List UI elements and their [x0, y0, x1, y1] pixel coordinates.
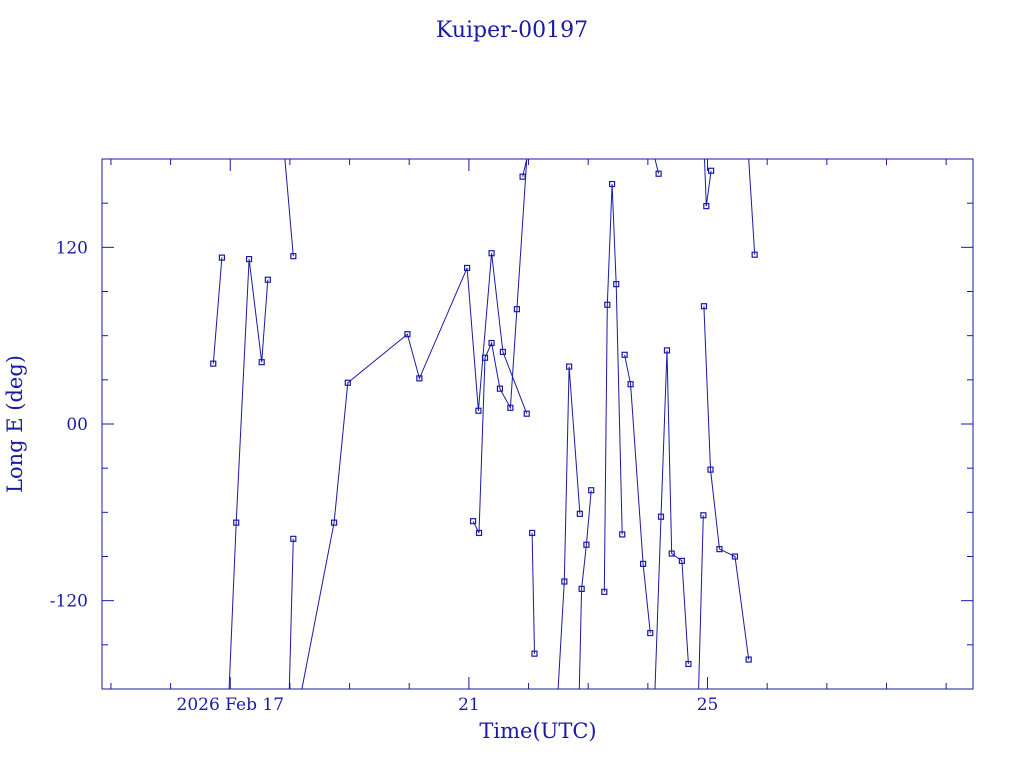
series-line — [228, 259, 269, 689]
data-point — [731, 553, 739, 560]
data-point — [619, 531, 626, 538]
data-point — [566, 363, 573, 370]
series-line — [301, 253, 528, 689]
data-point — [469, 518, 477, 525]
data-point — [657, 513, 665, 520]
data-point — [751, 251, 758, 258]
data-point — [499, 348, 506, 355]
data-point — [716, 546, 723, 553]
data-point — [210, 360, 217, 367]
tick-labels: 2026 Feb 17 21 25 120 00 -120 — [50, 238, 719, 715]
data-point — [290, 253, 297, 260]
series-line — [704, 159, 712, 207]
data-point — [647, 629, 654, 637]
data-point — [613, 281, 620, 288]
data-point — [264, 276, 271, 283]
series-line — [698, 515, 704, 689]
axis-ticks — [102, 159, 973, 689]
data-point — [588, 487, 595, 494]
data-point — [258, 359, 265, 366]
data-point — [475, 407, 482, 414]
x-tick-label: 21 — [458, 695, 480, 715]
data-point — [703, 203, 710, 210]
data-point — [529, 529, 536, 537]
data-point — [700, 512, 707, 519]
data-point — [416, 375, 423, 382]
data-point — [404, 331, 411, 338]
data-point — [290, 535, 297, 542]
data-point — [513, 306, 521, 313]
y-tick-label: 00 — [66, 415, 88, 435]
data-point — [678, 557, 685, 565]
y-tick-label: -120 — [50, 592, 88, 612]
data-point — [583, 541, 590, 548]
series-line — [603, 183, 623, 592]
x-tick-label: 25 — [697, 695, 719, 715]
data-point — [745, 656, 752, 663]
data-point — [700, 303, 708, 310]
data-point — [481, 354, 489, 361]
data-point — [578, 585, 585, 592]
data-point — [233, 519, 240, 526]
data-point — [464, 264, 471, 272]
data-point — [531, 650, 538, 657]
chart-title: Kuiper-00197 — [436, 18, 588, 43]
data-point — [218, 254, 226, 261]
data-point — [707, 466, 714, 473]
data-point — [627, 381, 634, 388]
x-tick-label: 2026 Feb 17 — [177, 695, 285, 715]
data-point — [639, 560, 647, 567]
data-point — [608, 180, 616, 188]
x-axis-label: Time(UTC) — [479, 719, 596, 743]
series-line — [531, 532, 535, 654]
data-point — [601, 588, 608, 595]
series-line — [557, 366, 581, 689]
data-point — [507, 404, 514, 411]
data-point — [561, 578, 568, 585]
data-points — [210, 167, 758, 668]
data-point — [344, 379, 351, 386]
data-point — [488, 250, 495, 257]
data-point — [519, 173, 526, 180]
data-point — [668, 550, 675, 557]
data-point — [685, 660, 692, 668]
series-line — [288, 538, 294, 689]
data-point — [245, 256, 253, 263]
series-line — [284, 159, 294, 257]
data-point — [708, 167, 715, 174]
data-point — [604, 301, 611, 308]
series-lines — [212, 159, 756, 689]
y-tick-label: 120 — [56, 238, 88, 258]
series-line — [624, 354, 651, 634]
data-point — [655, 170, 662, 177]
data-point — [663, 347, 671, 354]
series-line — [578, 490, 592, 689]
y-axis-label: Long E (deg) — [3, 355, 27, 493]
data-point — [488, 339, 495, 347]
series-line — [654, 350, 689, 689]
series-line — [748, 159, 756, 255]
data-point — [621, 351, 628, 358]
series-line — [472, 159, 528, 534]
data-point — [496, 385, 504, 392]
data-point — [523, 410, 530, 417]
data-point — [475, 529, 483, 537]
data-point — [576, 510, 583, 517]
series-line — [703, 306, 750, 660]
series-line — [212, 257, 223, 364]
data-point — [330, 519, 338, 526]
